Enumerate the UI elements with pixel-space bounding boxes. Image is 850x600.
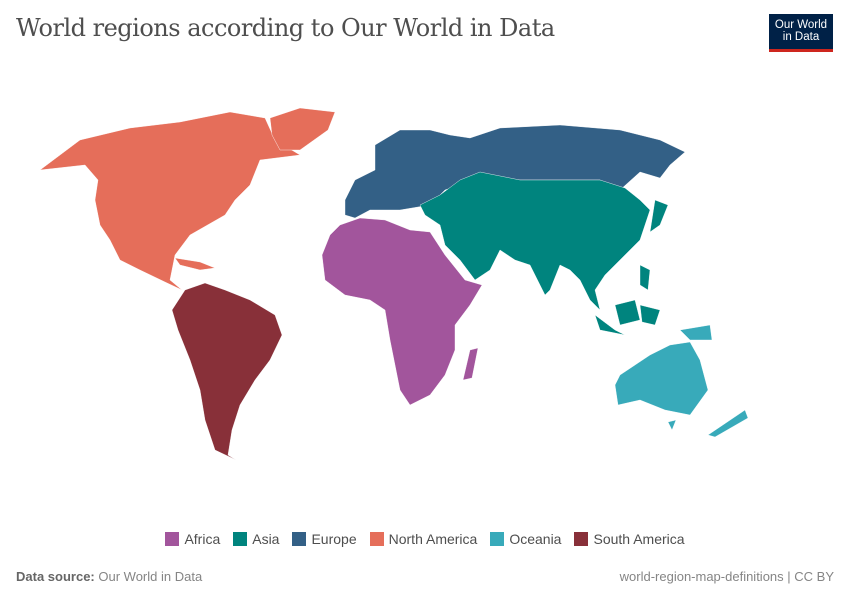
region-south-america[interactable] (171, 282, 283, 461)
world-map (39, 107, 749, 461)
logo-line-1: Our World (774, 19, 828, 31)
region-north-america[interactable] (39, 107, 336, 291)
legend-item-north-america[interactable]: North America (369, 531, 478, 547)
legend-label: Asia (252, 531, 280, 547)
swatch-africa (165, 532, 180, 546)
swatch-europe (292, 532, 307, 546)
logo-line-2: in Data (782, 31, 820, 43)
swatch-north-america (369, 532, 384, 546)
legend-label: South America (593, 531, 685, 547)
legend-item-oceania[interactable]: Oceania (490, 531, 561, 547)
region-asia[interactable] (419, 171, 669, 336)
region-oceania[interactable] (614, 324, 749, 438)
slug-license[interactable]: world-region-map-definitions | CC BY (619, 569, 834, 584)
legend-item-south-america[interactable]: South America (574, 531, 685, 547)
region-africa[interactable] (321, 217, 483, 406)
legend-item-europe[interactable]: Europe (292, 531, 357, 547)
swatch-south-america (574, 532, 589, 546)
legend-item-asia[interactable]: Asia (233, 531, 279, 547)
legend-label: Oceania (509, 531, 562, 547)
swatch-asia (233, 532, 248, 546)
legend-label: Africa (184, 531, 221, 547)
legend-label: Europe (311, 531, 357, 547)
legend: Africa Asia Europe North America Oceania… (0, 531, 850, 547)
owid-logo[interactable]: Our World in Data (769, 14, 833, 52)
data-source: Data source: Our World in Data (16, 569, 202, 584)
legend-label: North America (388, 531, 478, 547)
legend-item-africa[interactable]: Africa (165, 531, 220, 547)
chart-title: World regions according to Our World in … (16, 14, 555, 42)
source-link[interactable]: Our World in Data (98, 569, 203, 584)
source-label: Data source: (16, 569, 95, 584)
swatch-oceania (490, 532, 505, 546)
